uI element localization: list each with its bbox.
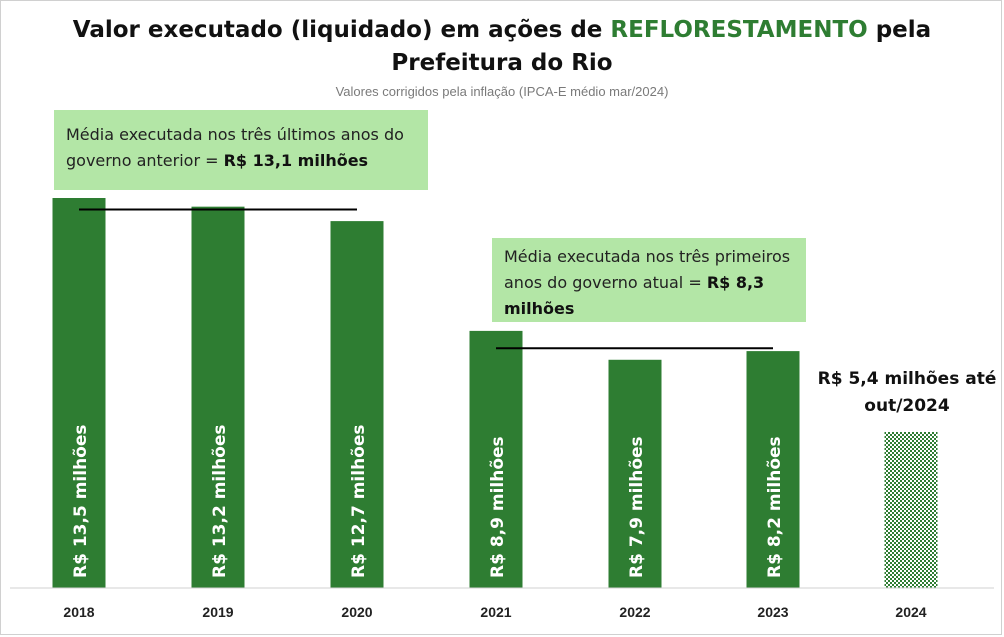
bar-2018 bbox=[52, 198, 106, 588]
x-tick-labels-layer: 2018 2019 2020 2021 2022 2023 2024 bbox=[63, 604, 926, 620]
data-label-2018: R$ 13,5 milhões bbox=[71, 425, 91, 579]
annotation-current-text: Média executada nos três primeiros anos … bbox=[504, 247, 791, 292]
annotation-previous-text: Média executada nos três últimos anos do… bbox=[66, 125, 404, 170]
title-prefix: Valor executado (liquidado) em ações de bbox=[72, 17, 611, 43]
x-tick-2020: 2020 bbox=[341, 604, 372, 620]
data-label-2021: R$ 8,9 milhões bbox=[488, 436, 508, 578]
bars-layer bbox=[52, 198, 938, 588]
x-tick-2022: 2022 bbox=[619, 604, 650, 620]
data-label-2022: R$ 7,9 milhões bbox=[627, 436, 647, 578]
x-tick-2023: 2023 bbox=[757, 604, 788, 620]
bar-2022 bbox=[608, 359, 662, 588]
annotation-previous-value: R$ 13,1 milhões bbox=[223, 151, 369, 170]
annotation-2024-line2: out/2024 bbox=[864, 396, 950, 416]
average-lines-layer bbox=[79, 208, 773, 350]
annotation-2024-partial: R$ 5,4 milhões até out/2024 bbox=[812, 366, 1002, 420]
title-suffix: pela bbox=[867, 17, 932, 43]
chart-subtitle: Valores corrigidos pela inflação (IPCA-E… bbox=[335, 84, 669, 99]
annotation-previous-government: Média executada nos três últimos anos do… bbox=[54, 110, 428, 190]
x-tick-2019: 2019 bbox=[202, 604, 233, 620]
annotation-2024-line1: R$ 5,4 milhões até bbox=[817, 369, 997, 389]
title-line2: Prefeitura do Rio bbox=[391, 50, 613, 76]
data-labels-layer: R$ 13,5 milhões R$ 13,2 milhões R$ 12,7 mi… bbox=[71, 425, 785, 579]
data-label-2019: R$ 13,2 milhões bbox=[210, 425, 230, 579]
data-label-2023: R$ 8,2 milhões bbox=[765, 436, 785, 578]
title-highlight: REFLORESTAMENTO bbox=[610, 17, 868, 43]
x-tick-2024: 2024 bbox=[895, 604, 926, 620]
x-tick-2018: 2018 bbox=[63, 604, 94, 620]
bar-2023 bbox=[746, 351, 800, 588]
annotation-current-value: R$ 8,3 milhões bbox=[504, 273, 765, 318]
bar-2024 bbox=[884, 432, 938, 588]
bar-2019 bbox=[191, 206, 245, 588]
bar-2021 bbox=[469, 330, 523, 588]
bar-2020 bbox=[330, 221, 384, 588]
data-label-2020: R$ 12,7 milhões bbox=[349, 425, 369, 579]
chart-title: Valor executado (liquidado) em ações de … bbox=[0, 14, 1004, 80]
x-tick-2021: 2021 bbox=[480, 604, 511, 620]
annotation-current-government: Média executada nos três primeiros anos … bbox=[492, 238, 806, 322]
